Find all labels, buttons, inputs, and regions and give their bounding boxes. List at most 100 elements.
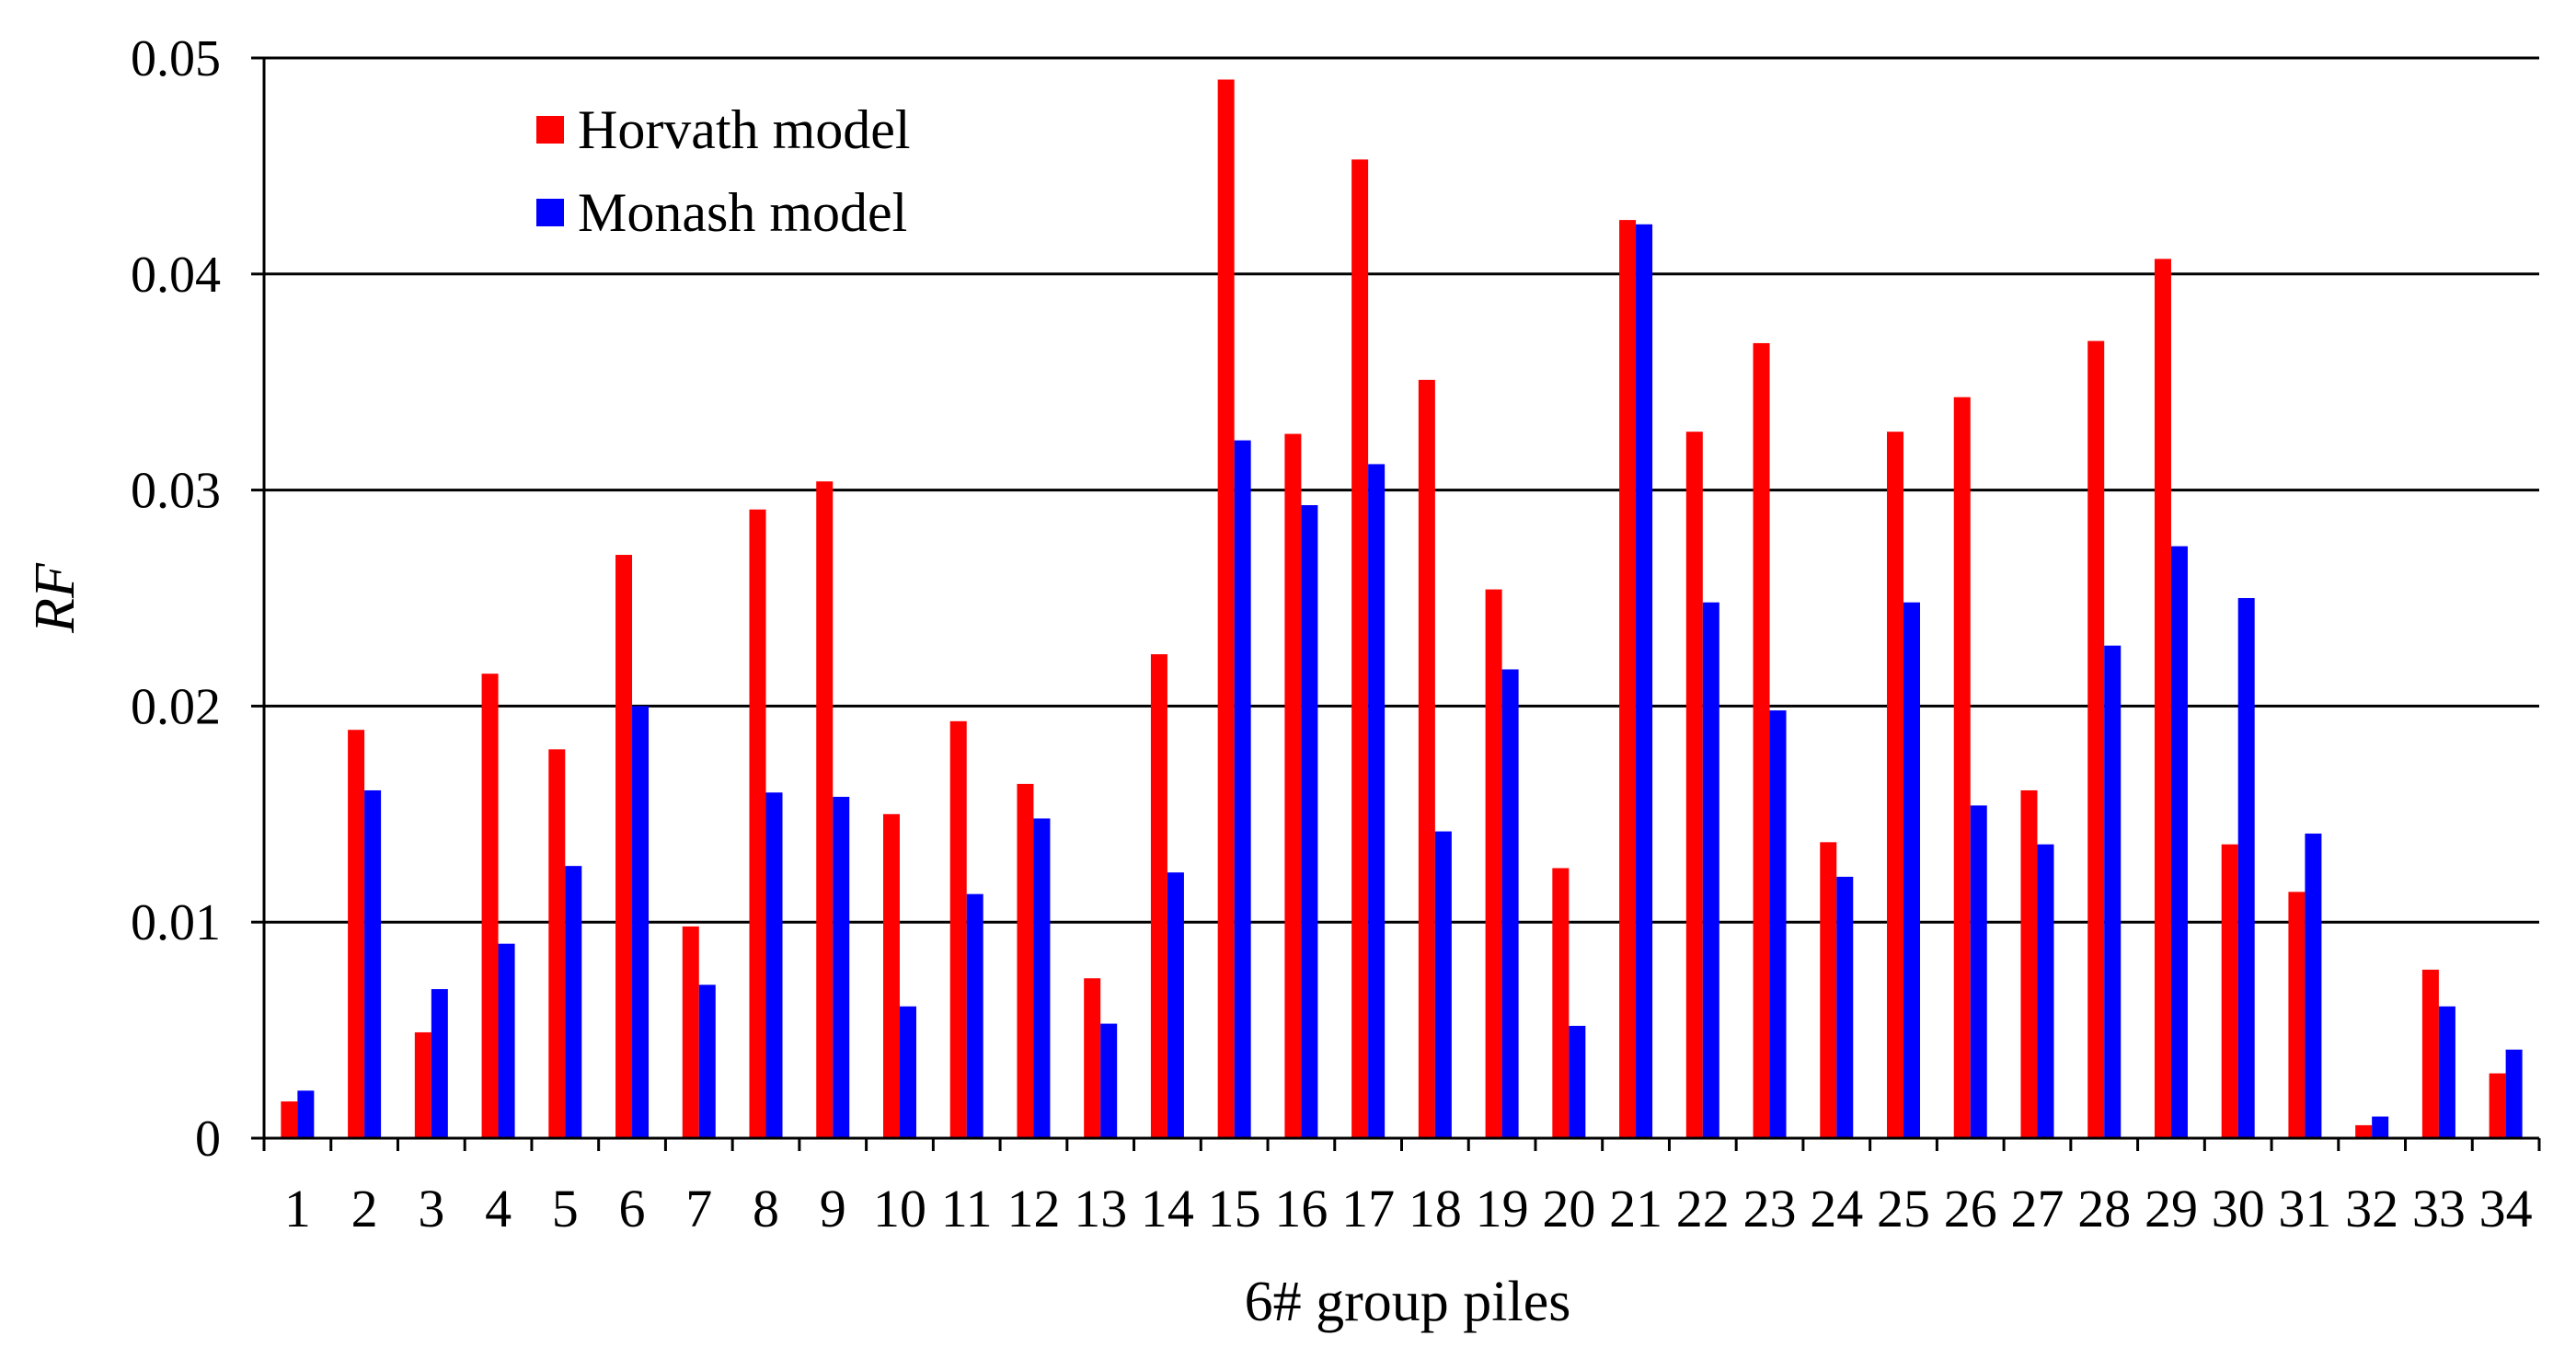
bar-horvath-10	[882, 813, 900, 1138]
bar-horvath-24	[1820, 842, 1837, 1138]
x-tick-label: 30	[2212, 1179, 2265, 1238]
x-tick-label: 8	[753, 1179, 779, 1238]
legend-swatch-monash	[536, 199, 564, 226]
legend: Horvath model Monash model	[536, 99, 911, 243]
bar-monash-27	[2037, 844, 2054, 1138]
x-tick-label: 1	[284, 1179, 311, 1238]
x-tick-label: 17	[1341, 1179, 1395, 1238]
x-tick-label: 32	[2345, 1179, 2398, 1238]
bar-monash-34	[2505, 1049, 2523, 1138]
x-tick-label: 27	[2010, 1179, 2064, 1238]
bar-horvath-3	[414, 1031, 431, 1138]
x-tick-label: 21	[1609, 1179, 1662, 1238]
bar-horvath-2	[348, 730, 365, 1138]
bar-horvath-13	[1084, 978, 1101, 1138]
bar-monash-4	[498, 943, 515, 1138]
x-tick-label: 9	[820, 1179, 846, 1238]
bar-horvath-34	[2489, 1073, 2506, 1138]
bar-horvath-27	[2020, 789, 2038, 1138]
legend-label-horvath: Horvath model	[578, 99, 911, 160]
x-tick-label: 15	[1208, 1179, 1261, 1238]
x-tick-label: 4	[485, 1179, 512, 1238]
bar-monash-24	[1836, 876, 1854, 1138]
bar-horvath-12	[1017, 783, 1034, 1138]
bar-horvath-22	[1685, 432, 1703, 1139]
axes	[251, 56, 2541, 1151]
x-tick-label: 31	[2278, 1179, 2331, 1238]
x-tick-label: 7	[685, 1179, 712, 1238]
bar-monash-9	[833, 797, 850, 1138]
bar-horvath-18	[1418, 379, 1435, 1138]
series-horvath-model	[281, 79, 2506, 1139]
bar-monash-26	[1970, 805, 1987, 1138]
bar-horvath-15	[1217, 79, 1235, 1139]
bar-horvath-31	[2288, 892, 2306, 1138]
bar-monash-3	[431, 988, 448, 1138]
bar-monash-17	[1368, 464, 1386, 1138]
bar-horvath-23	[1753, 342, 1770, 1138]
bar-monash-16	[1301, 505, 1318, 1138]
x-tick-label: 16	[1274, 1179, 1328, 1238]
x-tick-label: 33	[2412, 1179, 2466, 1238]
bar-monash-14	[1167, 872, 1184, 1138]
bar-monash-20	[1569, 1025, 1586, 1138]
bar-horvath-6	[615, 555, 633, 1138]
x-tick-label: 20	[1542, 1179, 1595, 1238]
x-tick-label: 26	[1944, 1179, 1997, 1238]
bar-monash-6	[632, 706, 650, 1138]
bar-monash-13	[1100, 1023, 1118, 1138]
x-tick-label: 19	[1476, 1179, 1529, 1238]
x-tick-label: 3	[418, 1179, 444, 1238]
x-tick-label: 18	[1409, 1179, 1462, 1238]
x-tick-label: 11	[941, 1179, 993, 1238]
bar-horvath-30	[2221, 844, 2238, 1138]
x-tick-labels: 1 2 3 4 5 6 7 8 9 10 11 12 13 14 15 16 17 18 19 20 21 22 23 24 2…	[284, 1179, 2533, 1238]
x-tick-label: 5	[552, 1179, 579, 1238]
bar-monash-19	[1501, 669, 1519, 1138]
x-tick-label: 23	[1743, 1179, 1797, 1238]
bar-horvath-16	[1284, 433, 1302, 1138]
bar-monash-22	[1702, 602, 1719, 1138]
y-tick-label: 0.03	[131, 463, 221, 520]
y-tick-label: 0.05	[131, 30, 221, 87]
bar-monash-2	[364, 789, 382, 1138]
bar-monash-8	[765, 792, 783, 1138]
bar-horvath-21	[1619, 220, 1637, 1139]
x-axis-title: 6# group piles	[1245, 1271, 1571, 1333]
bar-horvath-11	[949, 720, 967, 1138]
bars	[281, 79, 2523, 1139]
x-tick-label: 10	[873, 1179, 926, 1238]
x-tick-label: 14	[1141, 1179, 1194, 1238]
bar-monash-32	[2372, 1116, 2389, 1138]
bar-horvath-8	[749, 509, 766, 1138]
bar-monash-15	[1234, 440, 1251, 1138]
x-tick-label: 28	[2077, 1179, 2131, 1238]
x-tick-label: 12	[1006, 1179, 1060, 1238]
bar-monash-12	[1033, 818, 1051, 1138]
y-tick-labels: 0 0.01 0.02 0.03 0.04 0.05	[131, 30, 221, 1168]
bar-monash-7	[698, 985, 716, 1138]
bar-horvath-32	[2355, 1124, 2373, 1138]
bar-monash-18	[1434, 831, 1452, 1138]
bar-monash-33	[2438, 1006, 2455, 1138]
bar-monash-29	[2170, 546, 2188, 1138]
y-tick-label: 0	[195, 1111, 221, 1168]
x-tick-label: 24	[1810, 1179, 1863, 1238]
bar-horvath-17	[1351, 159, 1369, 1139]
y-tick-label: 0.02	[131, 678, 221, 735]
x-tick-label: 2	[351, 1179, 378, 1238]
bar-horvath-1	[281, 1101, 298, 1138]
bar-monash-28	[2104, 645, 2122, 1138]
bar-horvath-33	[2421, 969, 2439, 1138]
x-tick-label: 29	[2145, 1179, 2198, 1238]
bar-monash-5	[565, 866, 582, 1138]
bar-horvath-5	[548, 749, 566, 1138]
bar-monash-21	[1636, 224, 1653, 1138]
series-monash-model	[297, 224, 2523, 1138]
bar-horvath-14	[1150, 654, 1167, 1138]
bar-horvath-29	[2154, 259, 2171, 1138]
bar-horvath-7	[682, 926, 699, 1138]
x-tick-label: 13	[1074, 1179, 1127, 1238]
bar-monash-1	[297, 1090, 315, 1138]
